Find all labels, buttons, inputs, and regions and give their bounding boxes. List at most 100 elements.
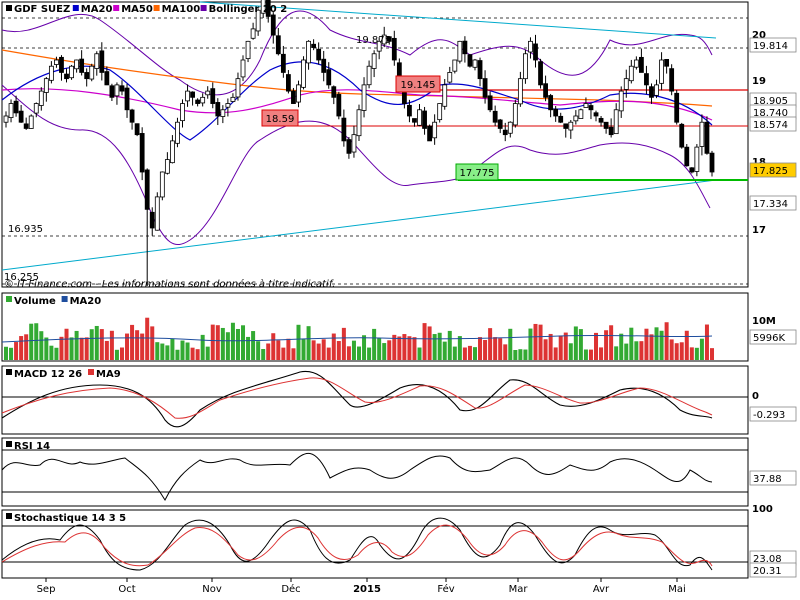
month-label: Avr	[593, 584, 610, 595]
legend-label-macd: MA9	[96, 369, 121, 380]
volume-bar	[210, 324, 215, 360]
ma20-line	[1, 61, 713, 141]
volume-bar	[462, 347, 467, 360]
price-ma20: 18.574	[753, 120, 788, 131]
candle-body	[497, 119, 503, 129]
rsi-box-box	[749, 470, 797, 486]
candle-body	[361, 84, 367, 111]
volume-bars	[4, 317, 714, 360]
annotation-high: 19.875	[356, 35, 391, 46]
main-panel-frame	[1, 1, 749, 288]
volume-bar	[699, 338, 704, 360]
volume-bar	[619, 333, 624, 360]
volume-bar	[659, 330, 664, 360]
candle-body	[502, 129, 508, 136]
candle-body	[467, 54, 473, 67]
candle-body	[422, 110, 427, 129]
candle-body	[351, 134, 357, 153]
candle-body	[573, 115, 579, 122]
candle-body	[23, 123, 29, 129]
legend-swatch	[200, 5, 207, 11]
candle-body	[694, 146, 700, 172]
candle-body	[381, 34, 387, 45]
volume-bar	[79, 337, 84, 360]
volume-bar	[271, 333, 276, 360]
rsi-line	[1, 452, 713, 502]
volume-bar	[679, 342, 684, 360]
candle-body	[689, 167, 695, 173]
candle-body	[391, 37, 397, 61]
candle-body	[432, 121, 438, 139]
candle-body	[114, 84, 120, 97]
candle-body	[134, 123, 140, 136]
rsi-panel-frame	[1, 437, 749, 507]
candle-body	[8, 103, 14, 118]
volume-bar	[402, 334, 407, 360]
volume-bar	[180, 340, 185, 360]
volume-bar	[538, 324, 543, 360]
stoch-box: 23.08	[753, 554, 782, 565]
volume-bar	[367, 347, 372, 360]
volume-bar	[150, 326, 155, 360]
candle-body	[48, 65, 54, 81]
volume-bar	[99, 329, 104, 360]
volume-bar	[301, 339, 306, 360]
legend-label-stoch: Stochastique 14 3 5	[14, 513, 126, 524]
price-bb-low: 17.334	[753, 199, 788, 210]
volume-bar	[74, 330, 79, 360]
volume-bar	[689, 347, 694, 360]
volume-bar	[362, 335, 367, 360]
volume-bar	[135, 330, 140, 360]
volume-bar	[341, 327, 346, 360]
candle-body	[200, 96, 206, 104]
candle-body	[512, 103, 518, 126]
volume-bar	[140, 333, 145, 360]
annotation-support-low: 17.775	[460, 168, 495, 179]
candle-body	[154, 196, 160, 231]
volume-bar	[190, 347, 195, 360]
candle-body	[255, 9, 261, 32]
legend-swatch	[6, 513, 12, 519]
candle-body	[644, 73, 649, 86]
candle-body	[195, 99, 201, 104]
annotation-low1: 16.935	[8, 224, 43, 235]
legend-label-main: GDF SUEZ	[14, 4, 70, 15]
candle-body	[588, 105, 594, 111]
legend-swatch	[6, 5, 12, 11]
volume-bar	[331, 333, 336, 360]
volume-box-box	[749, 329, 797, 345]
candle-body	[558, 115, 564, 123]
volume-bar	[109, 330, 114, 360]
volume-bar	[220, 327, 225, 360]
candle-body	[185, 90, 190, 102]
volume-bar	[200, 334, 205, 360]
volume-box: 5996K	[753, 333, 785, 344]
legend-swatch	[6, 296, 12, 302]
legend-swatch	[61, 296, 68, 302]
volume-bar	[397, 336, 402, 360]
volume-bar	[306, 326, 311, 360]
candle-body	[316, 48, 322, 61]
volume-bar	[261, 349, 266, 360]
volume-bar	[599, 347, 604, 360]
volume-bar	[573, 326, 578, 360]
volume-bar	[669, 339, 674, 360]
volume-bar	[417, 347, 422, 360]
volume-bar	[614, 346, 619, 360]
ma50-line	[1, 88, 713, 121]
volume-bar	[281, 347, 286, 360]
stoch-box-2: 20.31	[753, 566, 782, 577]
volume-bar	[412, 337, 417, 360]
candle-body	[598, 117, 604, 123]
volume-bar	[114, 349, 119, 360]
volume-bar	[251, 331, 256, 360]
candle-body	[270, 14, 276, 36]
candle-body	[376, 40, 382, 52]
volume-panel-frame	[1, 292, 749, 362]
candle-body	[250, 28, 256, 39]
volume-bar	[472, 347, 477, 360]
candle-body	[43, 78, 49, 93]
candle-body	[452, 59, 458, 72]
volume-bar	[629, 327, 634, 360]
candle-body	[528, 40, 533, 53]
